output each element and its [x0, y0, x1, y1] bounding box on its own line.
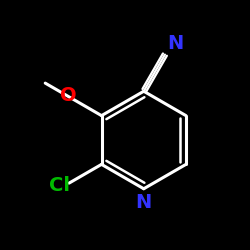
Text: Cl: Cl	[48, 176, 70, 195]
Text: N: N	[167, 34, 183, 53]
Text: N: N	[136, 193, 152, 212]
Text: O: O	[60, 86, 77, 105]
